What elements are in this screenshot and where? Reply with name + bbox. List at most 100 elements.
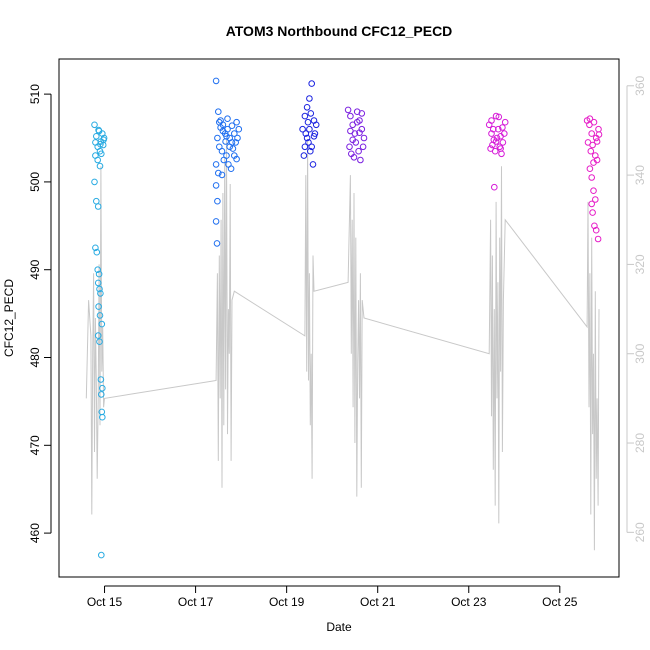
data-point-2	[212, 218, 220, 225]
data-point-2	[223, 133, 230, 140]
data-point-3	[304, 118, 312, 126]
data-point-3	[303, 104, 311, 111]
data-point-4	[355, 147, 362, 155]
data-point-3	[310, 133, 318, 140]
data-point-6	[589, 209, 596, 216]
data-point-4	[360, 134, 368, 142]
data-point-4	[356, 129, 363, 136]
x-axis-label: Date	[326, 620, 352, 634]
data-point-4	[349, 136, 357, 144]
data-point-5	[488, 130, 495, 137]
data-point-5	[498, 150, 505, 158]
data-point-4	[357, 156, 364, 164]
data-point-2	[212, 77, 220, 85]
x-tick-label: Oct 17	[178, 595, 214, 609]
data-point-1	[96, 312, 104, 319]
data-point-3	[309, 161, 317, 168]
data-point-2	[215, 169, 222, 177]
data-point-2	[232, 139, 239, 146]
data-point-1	[95, 303, 102, 310]
data-point-2	[218, 171, 226, 179]
data-point-1	[92, 244, 99, 252]
data-point-6	[590, 118, 598, 126]
data-point-1	[99, 413, 106, 421]
data-point-2	[234, 134, 241, 142]
data-point-5	[491, 183, 498, 191]
data-point-6	[592, 226, 600, 234]
data-point-2	[223, 152, 230, 159]
data-point-1	[94, 203, 102, 210]
y-tick-label: 470	[28, 435, 42, 455]
data-point-2	[218, 147, 226, 155]
y2-tick-label: 320	[633, 254, 647, 274]
plot-area-frame	[58, 58, 620, 578]
y-tick-label: 510	[28, 84, 42, 104]
data-point-3	[303, 134, 311, 142]
data-point-3	[308, 80, 316, 87]
x-tick-label: Oct 15	[87, 595, 123, 609]
data-point-6	[592, 196, 599, 203]
data-point-1	[94, 156, 101, 164]
data-point-3	[306, 95, 313, 102]
data-point-1	[93, 248, 101, 256]
data-point-2	[212, 182, 220, 189]
data-point-1	[94, 279, 102, 287]
data-point-2	[214, 134, 221, 142]
data-point-2	[216, 118, 223, 126]
data-point-1	[96, 338, 103, 346]
data-point-2	[215, 108, 222, 115]
data-point-6	[586, 115, 594, 122]
data-point-3	[308, 143, 316, 151]
data-point-2	[235, 125, 243, 133]
data-point-1	[97, 140, 104, 148]
data-point-3	[299, 125, 306, 133]
data-point-3	[306, 125, 313, 133]
data-point-5	[490, 125, 497, 133]
data-point-2	[222, 138, 229, 145]
y-tick-label: 490	[28, 259, 42, 279]
data-point-2	[227, 165, 235, 172]
y2-tick-label: 300	[633, 343, 647, 363]
data-point-5	[501, 118, 509, 126]
data-point-1	[95, 126, 102, 134]
data-point-1	[96, 285, 103, 293]
data-point-5	[501, 130, 508, 137]
data-point-5	[489, 141, 496, 149]
x-tick-label: Oct 19	[269, 595, 305, 609]
data-point-1	[99, 130, 106, 137]
y-tick-label: 460	[28, 523, 42, 543]
data-point-2	[228, 122, 236, 129]
data-point-3	[311, 130, 319, 137]
y2-tick-label: 260	[633, 522, 647, 542]
data-point-3	[307, 110, 315, 117]
data-point-1	[97, 290, 104, 297]
data-point-5	[499, 139, 507, 146]
data-point-4	[347, 112, 354, 120]
data-point-6	[594, 235, 602, 243]
data-point-3	[305, 139, 312, 146]
data-point-5	[497, 145, 504, 152]
data-point-6	[588, 174, 596, 181]
y-tick-label: 480	[28, 347, 42, 367]
data-point-4	[353, 118, 361, 126]
data-point-6	[588, 130, 596, 137]
scatter-points-layer	[91, 77, 603, 559]
data-point-2	[233, 118, 240, 126]
data-point-2	[229, 145, 237, 152]
data-point-1	[93, 133, 100, 140]
data-point-6	[595, 125, 602, 133]
data-point-1	[98, 551, 105, 559]
data-point-1	[100, 134, 108, 142]
data-point-2	[219, 127, 227, 135]
data-point-1	[96, 162, 104, 170]
x-tick-label: Oct 21	[360, 595, 396, 609]
data-point-6	[593, 138, 601, 145]
y-axis-label: CFC12_PECD	[2, 279, 16, 357]
data-point-1	[91, 178, 98, 186]
data-point-6	[588, 200, 596, 208]
data-point-5	[493, 134, 501, 142]
data-point-1	[94, 266, 101, 274]
data-point-2	[213, 240, 221, 247]
